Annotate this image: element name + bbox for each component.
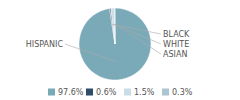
pie-slice bbox=[114, 8, 116, 44]
slice-label: BLACK bbox=[163, 30, 190, 39]
legend-swatch bbox=[86, 89, 93, 96]
leader-line bbox=[65, 44, 116, 62]
pie bbox=[79, 8, 151, 80]
legend-label: 97.6% bbox=[58, 88, 84, 97]
legend-swatch bbox=[124, 89, 131, 96]
slice-label: ASIAN bbox=[163, 50, 187, 59]
pie-slice bbox=[111, 8, 115, 44]
slice-label: WHITE bbox=[163, 40, 189, 49]
chart: HISPANIC BLACKWHITEASIAN 97.6% 0.6% 1.5% 0.3% bbox=[0, 0, 240, 100]
legend: 97.6% 0.6% 1.5% 0.3% bbox=[48, 88, 193, 97]
leader-line bbox=[114, 24, 161, 44]
pie-slice bbox=[79, 8, 151, 80]
leader-line bbox=[112, 24, 161, 34]
leader-line bbox=[115, 24, 161, 54]
legend-label: 0.6% bbox=[96, 88, 117, 97]
pie-slice bbox=[110, 8, 115, 44]
legend-swatch bbox=[162, 89, 169, 96]
legend-label: 0.3% bbox=[172, 88, 193, 97]
legend-swatch bbox=[48, 89, 55, 96]
slice-label: HISPANIC bbox=[26, 40, 64, 49]
annotations: HISPANIC BLACKWHITEASIAN bbox=[26, 24, 190, 62]
legend-label: 1.5% bbox=[134, 88, 155, 97]
